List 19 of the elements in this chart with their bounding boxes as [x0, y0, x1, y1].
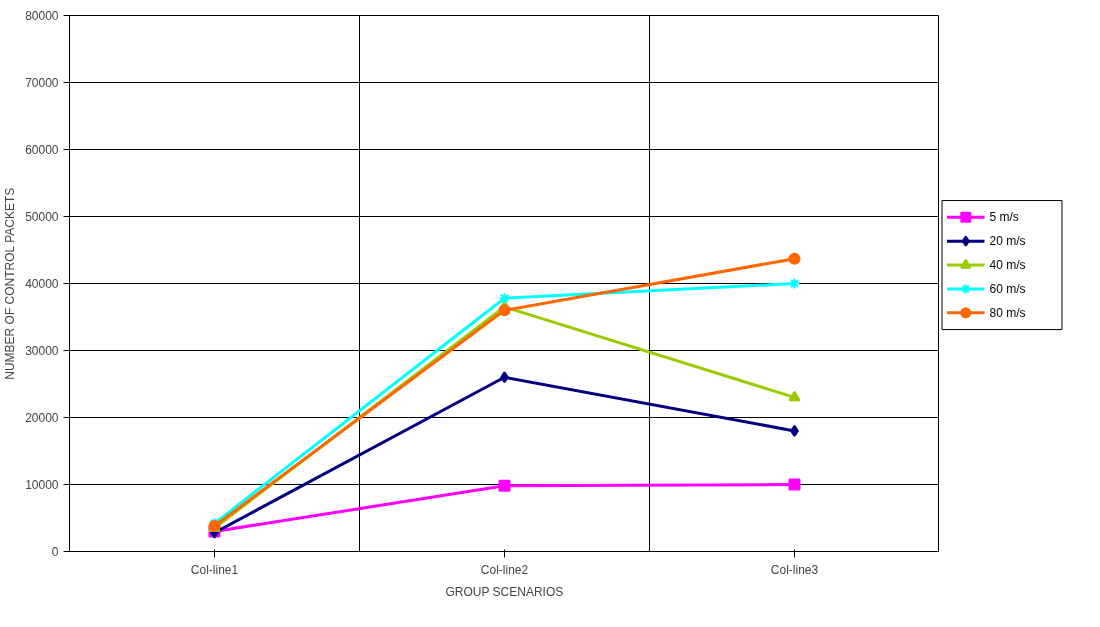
- y-tick-label: 0: [51, 545, 59, 559]
- x-tick-label: Col-line2: [480, 562, 529, 577]
- y-tick-label: 20000: [25, 411, 59, 425]
- legend-label: 60 m/s: [989, 281, 1026, 296]
- y-tick-label: 50000: [25, 210, 59, 224]
- x-tick-label: Col-line1: [190, 562, 239, 577]
- y-axis-title: NUMBER OF CONTROL PACKETS: [3, 187, 18, 380]
- legend-label: 80 m/s: [989, 305, 1026, 320]
- y-tick-label: 10000: [25, 478, 59, 492]
- legend-label: 40 m/s: [989, 258, 1026, 273]
- y-tick-label: 60000: [25, 143, 59, 157]
- x-tick-label: Col-line3: [770, 562, 819, 577]
- x-axis-title: GROUP SCENARIOS: [445, 584, 564, 599]
- y-tick-label: 70000: [25, 76, 59, 90]
- y-tick-label: 30000: [25, 344, 59, 358]
- y-tick-label: 40000: [25, 277, 59, 291]
- legend-label: 20 m/s: [989, 234, 1026, 249]
- legend-label: 5 m/s: [989, 210, 1019, 225]
- y-tick-label: 80000: [25, 9, 59, 23]
